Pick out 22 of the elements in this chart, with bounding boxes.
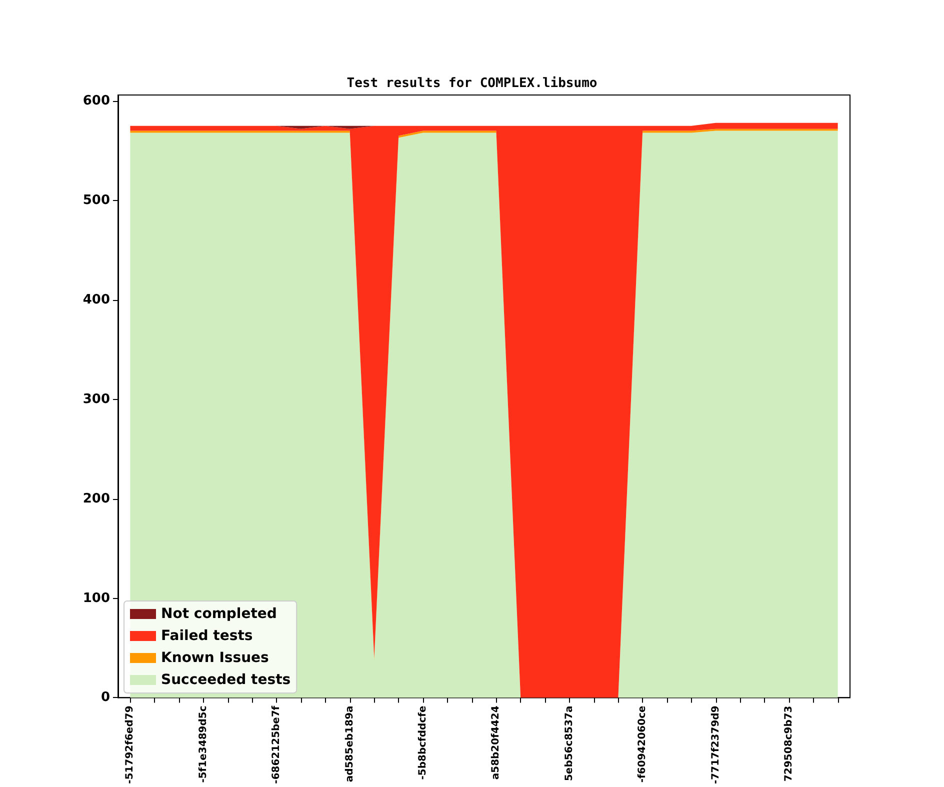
- y-tick-label: 100: [82, 590, 110, 606]
- y-tick-label: 0: [100, 690, 110, 706]
- series-label: Not completed: [161, 606, 277, 622]
- x-tick-label: -6862125be7f: [271, 705, 282, 784]
- y-tick-label: 500: [82, 192, 110, 208]
- x-tick-label: -5f1e3489d5c: [198, 706, 209, 783]
- y-tick-label: 400: [82, 292, 110, 308]
- x-tick-label: -51792f6ed79: [124, 706, 136, 784]
- series-label: Known Issues: [161, 650, 269, 666]
- chart-title: Test results for COMPLEX.libsumo: [346, 76, 598, 91]
- x-tick-label: -f60942060ce: [637, 706, 648, 783]
- y-tick-label: 300: [82, 392, 110, 407]
- y-tick-label: 200: [82, 491, 110, 506]
- x-tick-label: 729508c9b73: [784, 706, 794, 782]
- x-tick-label: ad585eb189a: [344, 706, 356, 782]
- series-label: Succeeded tests: [161, 672, 291, 688]
- series-label: Failed tests: [161, 628, 253, 644]
- x-tick-label: -5b8bcfddcfe: [418, 706, 428, 780]
- x-tick-label: a58b20f4424: [490, 706, 502, 780]
- y-tick-label: 600: [82, 93, 110, 108]
- x-tick-label: -7717f2379d9: [710, 706, 722, 784]
- x-tick-label: 5eb56c8537a: [564, 706, 575, 782]
